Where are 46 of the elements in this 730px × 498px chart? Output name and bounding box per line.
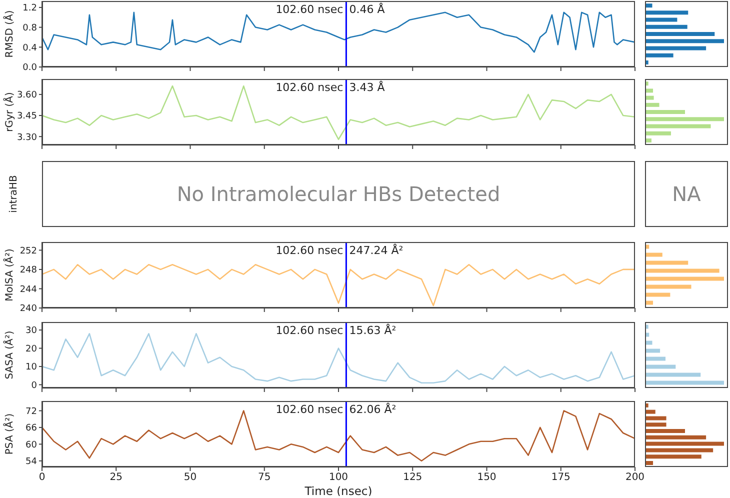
y-tick-label: 248	[20, 266, 38, 276]
ref-line-label: 102.60 nsec	[276, 403, 344, 416]
y-tick-label: 3.30	[16, 132, 38, 143]
y-tick-label: 10	[26, 362, 38, 373]
ref-line-label: 102.60 nsec	[276, 81, 344, 94]
text: NA	[672, 182, 701, 206]
annotation: 247.24 Å²	[349, 243, 404, 257]
x-tick-label: 50	[184, 472, 197, 484]
y-tick-label: 3.60	[16, 90, 38, 101]
x-tick-label: 75	[258, 472, 271, 484]
y-tick-label: 0.0	[22, 63, 38, 74]
ref-line-label: 102.60 nsec	[276, 324, 344, 337]
y-tick-label: 252	[20, 246, 37, 256]
annotation: 15.63 Å²	[349, 323, 396, 337]
text: No Intramolecular HBs Detected	[176, 182, 500, 206]
x-tick-label: 125	[403, 472, 422, 484]
annotation: 0.46 Å	[349, 2, 386, 16]
y-tick-label: 244	[20, 284, 38, 295]
y-tick-label: 0.8	[22, 23, 38, 34]
x-tick-label: 175	[551, 472, 570, 484]
y-tick-label: 240	[20, 304, 38, 314]
y-axis-title: rGyr (Å)	[2, 92, 16, 132]
y-tick-label: 60	[26, 440, 38, 450]
y-tick-label: 0	[31, 380, 38, 391]
y-tick-label: 30	[26, 326, 38, 336]
y-tick-label: 72	[26, 406, 37, 417]
y-tick-label: 54	[26, 457, 38, 468]
ref-line-label: 102.60 nsec	[276, 3, 344, 16]
annotation: 62.06 Å²	[349, 402, 396, 416]
x-tick-label: 0	[38, 472, 46, 484]
text: intraHB	[8, 175, 20, 213]
x-tick-label: 25	[110, 472, 122, 484]
y-axis-title: RMSD (Å)	[2, 10, 16, 58]
x-tick-label: 100	[328, 472, 348, 484]
y-tick-label: 1.2	[22, 4, 37, 14]
y-axis-title: MolSA (Å²)	[2, 248, 16, 302]
y-tick-label: 3.45	[16, 112, 37, 122]
x-tick-label: 150	[477, 472, 496, 484]
y-axis-title: SASA (Å²)	[2, 330, 16, 380]
y-tick-label: 66	[26, 424, 38, 434]
annotation: 3.43 Å	[349, 80, 386, 94]
y-axis-title: PSA (Å²)	[2, 413, 16, 455]
ref-line-label: 102.60 nsec	[276, 244, 344, 257]
y-tick-label: 0.4	[22, 43, 38, 54]
y-tick-label: 20	[26, 344, 38, 354]
x-tick-label: 200	[625, 472, 645, 484]
